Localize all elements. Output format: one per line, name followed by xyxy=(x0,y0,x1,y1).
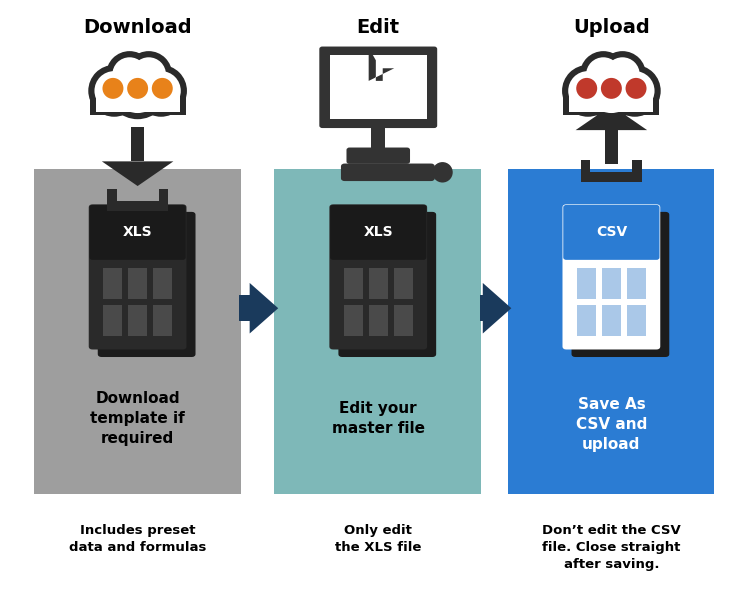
Ellipse shape xyxy=(113,64,162,113)
Text: XLS: XLS xyxy=(363,225,393,240)
FancyBboxPatch shape xyxy=(128,305,147,336)
FancyBboxPatch shape xyxy=(330,55,426,119)
Ellipse shape xyxy=(102,78,123,99)
FancyBboxPatch shape xyxy=(581,160,590,182)
FancyBboxPatch shape xyxy=(368,305,388,336)
FancyBboxPatch shape xyxy=(394,268,413,299)
FancyBboxPatch shape xyxy=(89,204,186,350)
Ellipse shape xyxy=(562,65,614,117)
FancyBboxPatch shape xyxy=(632,160,642,182)
FancyBboxPatch shape xyxy=(394,305,413,336)
FancyBboxPatch shape xyxy=(103,305,122,336)
Ellipse shape xyxy=(126,51,172,98)
Text: Download
template if
required: Download template if required xyxy=(90,391,185,445)
Ellipse shape xyxy=(580,51,626,98)
FancyBboxPatch shape xyxy=(627,268,646,299)
FancyBboxPatch shape xyxy=(563,205,660,260)
Text: Save As
CSV and
upload: Save As CSV and upload xyxy=(576,397,647,452)
Text: Don’t edit the CSV
file. Close straight
after saving.: Don’t edit the CSV file. Close straight … xyxy=(542,524,681,571)
FancyBboxPatch shape xyxy=(562,204,660,350)
FancyBboxPatch shape xyxy=(627,305,646,336)
FancyBboxPatch shape xyxy=(577,268,596,299)
FancyBboxPatch shape xyxy=(239,295,250,321)
Text: Only edit
the XLS file: Only edit the XLS file xyxy=(335,524,421,554)
FancyBboxPatch shape xyxy=(605,130,618,164)
Text: Edit: Edit xyxy=(356,17,400,37)
Ellipse shape xyxy=(587,64,636,113)
Ellipse shape xyxy=(107,58,168,119)
FancyBboxPatch shape xyxy=(368,268,388,299)
Ellipse shape xyxy=(106,51,153,98)
Text: Download: Download xyxy=(83,17,192,37)
FancyBboxPatch shape xyxy=(107,190,117,211)
FancyBboxPatch shape xyxy=(159,190,168,211)
FancyBboxPatch shape xyxy=(602,305,621,336)
FancyBboxPatch shape xyxy=(131,128,144,161)
Text: Includes preset
data and formulas: Includes preset data and formulas xyxy=(69,524,206,554)
FancyBboxPatch shape xyxy=(96,92,180,112)
FancyBboxPatch shape xyxy=(563,92,660,115)
FancyBboxPatch shape xyxy=(572,212,669,357)
Ellipse shape xyxy=(135,65,187,117)
Ellipse shape xyxy=(615,71,654,111)
FancyBboxPatch shape xyxy=(128,268,147,299)
FancyBboxPatch shape xyxy=(330,205,426,260)
FancyBboxPatch shape xyxy=(103,268,122,299)
Ellipse shape xyxy=(132,57,166,92)
Ellipse shape xyxy=(581,58,642,119)
FancyBboxPatch shape xyxy=(577,305,596,336)
FancyBboxPatch shape xyxy=(153,305,172,336)
FancyBboxPatch shape xyxy=(338,212,436,357)
FancyBboxPatch shape xyxy=(89,92,186,115)
Ellipse shape xyxy=(569,71,608,111)
FancyBboxPatch shape xyxy=(34,169,241,494)
Ellipse shape xyxy=(152,78,173,99)
Polygon shape xyxy=(368,48,394,81)
FancyBboxPatch shape xyxy=(98,212,196,357)
Ellipse shape xyxy=(626,78,647,99)
Text: Edit your
master file: Edit your master file xyxy=(332,401,425,436)
Ellipse shape xyxy=(127,78,148,99)
FancyBboxPatch shape xyxy=(344,305,362,336)
FancyBboxPatch shape xyxy=(320,46,437,128)
FancyBboxPatch shape xyxy=(569,92,653,112)
Ellipse shape xyxy=(586,57,620,92)
FancyBboxPatch shape xyxy=(347,147,410,164)
FancyBboxPatch shape xyxy=(371,126,385,150)
FancyBboxPatch shape xyxy=(344,268,362,299)
FancyBboxPatch shape xyxy=(153,268,172,299)
Ellipse shape xyxy=(432,162,453,182)
Text: XLS: XLS xyxy=(123,225,153,240)
FancyBboxPatch shape xyxy=(581,172,642,182)
Ellipse shape xyxy=(609,65,661,117)
Polygon shape xyxy=(575,105,647,130)
FancyBboxPatch shape xyxy=(341,164,435,181)
Ellipse shape xyxy=(601,78,622,99)
Ellipse shape xyxy=(141,71,180,111)
Polygon shape xyxy=(250,283,278,334)
Ellipse shape xyxy=(112,57,147,92)
FancyBboxPatch shape xyxy=(89,205,186,260)
FancyBboxPatch shape xyxy=(480,295,483,321)
FancyBboxPatch shape xyxy=(602,268,621,299)
FancyBboxPatch shape xyxy=(107,201,168,211)
Text: Upload: Upload xyxy=(573,17,650,37)
Polygon shape xyxy=(102,161,174,186)
Ellipse shape xyxy=(605,57,640,92)
Ellipse shape xyxy=(95,71,134,111)
FancyBboxPatch shape xyxy=(329,204,427,350)
Ellipse shape xyxy=(576,78,597,99)
Text: CSV: CSV xyxy=(596,225,627,240)
Ellipse shape xyxy=(88,65,140,117)
Polygon shape xyxy=(483,283,511,334)
Ellipse shape xyxy=(599,51,646,98)
FancyBboxPatch shape xyxy=(274,169,481,494)
FancyBboxPatch shape xyxy=(508,169,714,494)
